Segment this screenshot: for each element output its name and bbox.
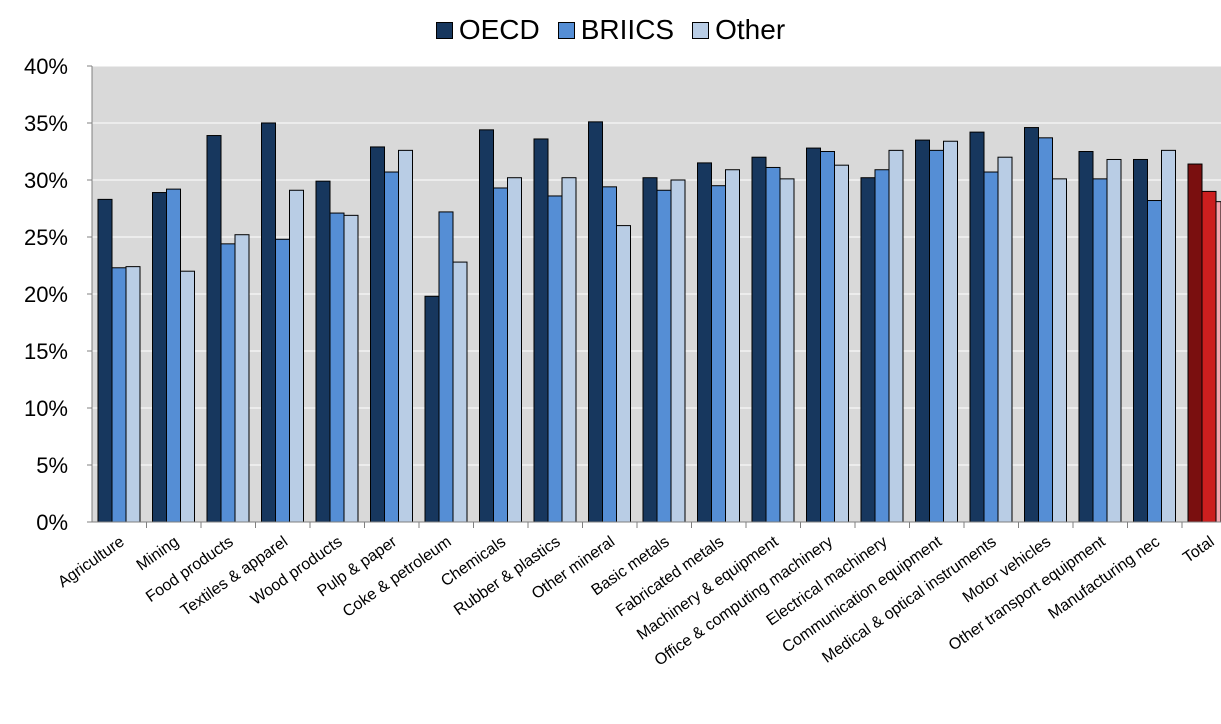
bar-briics-8 xyxy=(547,195,563,523)
legend-item-other: Other xyxy=(692,14,785,46)
bar-other-6 xyxy=(452,261,468,523)
bar-other-13 xyxy=(834,164,849,523)
bar-other-14 xyxy=(888,149,904,523)
bar-oecd-5 xyxy=(370,146,385,523)
bar-briics-1 xyxy=(166,188,181,523)
bar-other-4 xyxy=(343,214,359,523)
legend-swatch-other xyxy=(692,21,710,39)
bar-briics-5 xyxy=(384,171,399,523)
y-tick-label: 0% xyxy=(36,510,68,535)
legend-item-briics: BRIICS xyxy=(557,14,675,46)
bar-oecd-13 xyxy=(806,147,821,523)
bar-oecd-10 xyxy=(642,177,658,523)
x-tick-label: Agriculture xyxy=(55,533,127,591)
bar-other-5 xyxy=(398,149,413,523)
bar-other-10 xyxy=(670,179,686,523)
bar-briics-16 xyxy=(983,171,999,523)
legend-swatch-oecd xyxy=(435,21,453,39)
bar-oecd-19 xyxy=(1133,158,1148,523)
bar-oecd-0 xyxy=(97,198,113,523)
bar-briics-15 xyxy=(929,149,944,523)
bar-other-20 xyxy=(1215,201,1221,523)
bar-briics-7 xyxy=(493,187,508,523)
bar-briics-4 xyxy=(329,212,345,523)
bar-oecd-12 xyxy=(751,156,767,523)
bar-briics-19 xyxy=(1147,200,1162,523)
bar-other-2 xyxy=(234,234,250,523)
y-tick-label: 30% xyxy=(24,168,68,193)
bar-other-1 xyxy=(180,270,195,523)
bar-other-9 xyxy=(616,225,631,523)
bar-briics-2 xyxy=(220,243,236,523)
bar-other-7 xyxy=(507,177,522,523)
bar-oecd-18 xyxy=(1078,151,1094,523)
bar-oecd-9 xyxy=(588,121,603,523)
bar-briics-9 xyxy=(602,186,617,523)
bar-oecd-11 xyxy=(697,162,712,523)
bar-other-12 xyxy=(779,178,795,523)
bar-other-15 xyxy=(943,140,958,523)
legend: OECD BRIICS Other xyxy=(0,14,1221,46)
legend-label-other: Other xyxy=(715,14,786,45)
legend-swatch-briics xyxy=(557,21,575,39)
bar-oecd-3 xyxy=(261,122,276,523)
bar-oecd-16 xyxy=(969,131,985,523)
bar-other-8 xyxy=(561,177,577,523)
legend-item-oecd: OECD xyxy=(435,14,540,46)
bar-briics-3 xyxy=(275,238,290,523)
y-tick-label: 40% xyxy=(24,54,68,79)
y-tick-label: 5% xyxy=(36,453,68,478)
bar-other-11 xyxy=(725,169,740,523)
y-tick-label: 25% xyxy=(24,225,68,250)
bar-other-17 xyxy=(1052,178,1067,523)
y-tick-label: 15% xyxy=(24,339,68,364)
bar-oecd-14 xyxy=(860,177,876,523)
bars xyxy=(97,121,1221,523)
x-tick-label: Wood products xyxy=(248,533,346,608)
bar-briics-14 xyxy=(874,169,890,523)
bar-other-0 xyxy=(125,266,141,523)
bar-briics-6 xyxy=(438,211,454,523)
bar-briics-12 xyxy=(765,166,781,523)
bar-briics-0 xyxy=(111,267,127,523)
legend-label-briics: BRIICS xyxy=(580,14,675,45)
bar-oecd-15 xyxy=(915,139,930,523)
legend-label-oecd: OECD xyxy=(458,14,540,45)
bar-oecd-4 xyxy=(315,180,331,523)
bar-oecd-20 xyxy=(1187,163,1203,523)
bar-briics-10 xyxy=(656,189,672,523)
bar-briics-13 xyxy=(820,151,835,523)
bar-briics-20 xyxy=(1201,190,1217,523)
bar-other-18 xyxy=(1106,158,1122,523)
bar-oecd-1 xyxy=(152,192,167,523)
x-tick-label: Total xyxy=(1180,533,1217,566)
bar-other-19 xyxy=(1161,149,1176,523)
y-tick-label: 20% xyxy=(24,282,68,307)
bar-other-16 xyxy=(997,156,1013,523)
y-tick-label: 35% xyxy=(24,111,68,136)
y-tick-label: 10% xyxy=(24,396,68,421)
x-tick-label: Mining xyxy=(134,533,182,574)
y-axis-ticks: 0% 5% 10% 15% 20% 25% 30% 35% 40% xyxy=(24,54,92,535)
bar-oecd-2 xyxy=(206,135,222,523)
bar-briics-18 xyxy=(1092,178,1108,523)
bar-briics-17 xyxy=(1038,137,1053,523)
bar-briics-11 xyxy=(711,185,726,523)
bar-other-3 xyxy=(289,189,304,523)
bar-oecd-8 xyxy=(533,138,549,523)
bar-oecd-7 xyxy=(479,129,494,523)
bar-oecd-17 xyxy=(1024,127,1039,523)
bar-oecd-6 xyxy=(424,295,440,523)
